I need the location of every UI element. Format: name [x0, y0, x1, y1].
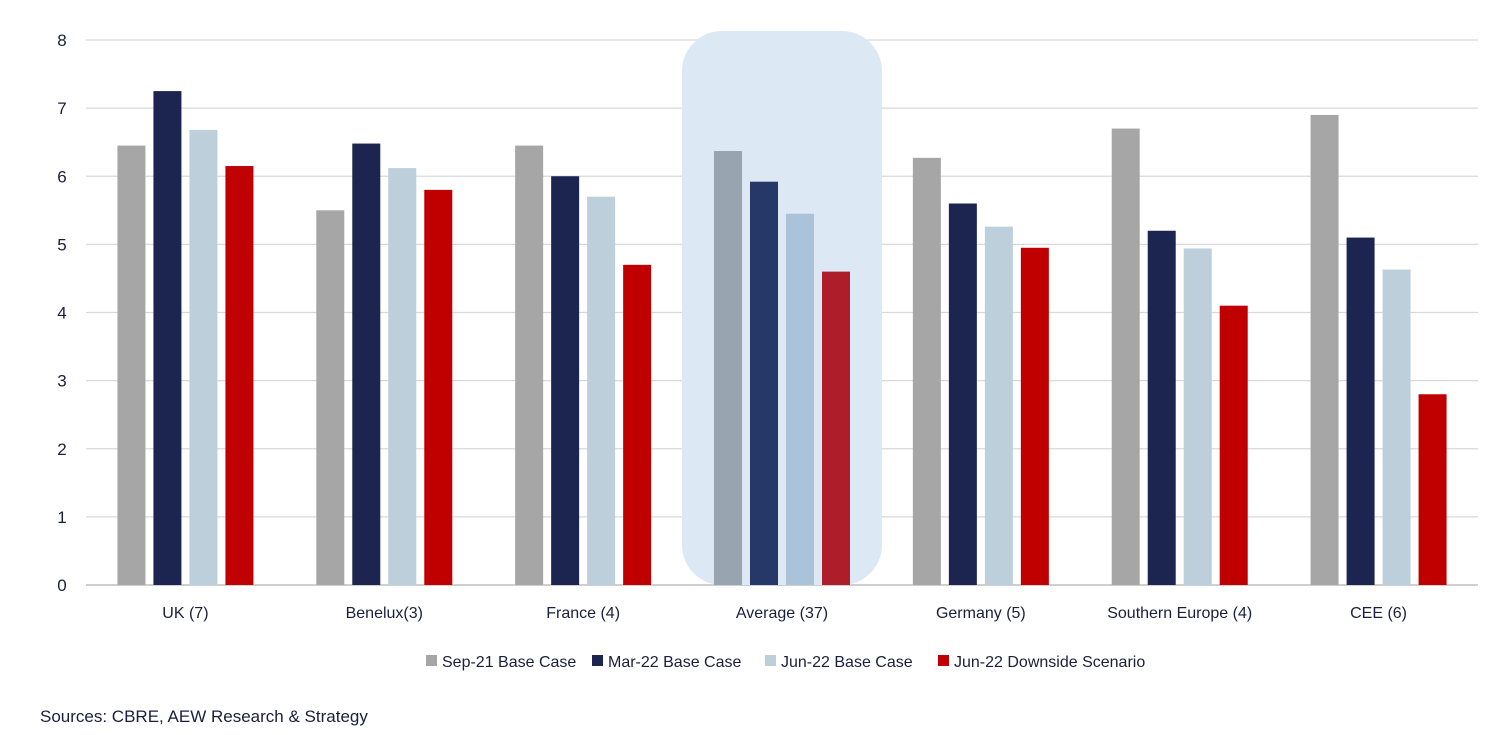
- highlight-layer: [682, 31, 882, 585]
- x-tick-label: UK (7): [162, 605, 208, 622]
- legend-swatch: [592, 655, 603, 666]
- bar: [1310, 114, 1339, 585]
- bar: [153, 91, 182, 585]
- bar: [352, 143, 381, 586]
- legend-swatch: [938, 655, 949, 666]
- bar: [1147, 230, 1176, 585]
- legend-swatch: [426, 655, 437, 666]
- y-tick-label: 3: [57, 372, 66, 391]
- bar: [424, 189, 453, 585]
- source-note: Sources: CBRE, AEW Research & Strategy: [40, 707, 368, 726]
- y-tick-label: 2: [57, 440, 66, 459]
- x-tick-label: Southern Europe (4): [1107, 605, 1252, 622]
- bar: [1219, 305, 1248, 585]
- bar: [1111, 128, 1140, 585]
- bar: [388, 168, 417, 585]
- legend: Sep-21 Base Case Mar-22 Base Case Jun-22 B…: [426, 654, 1145, 671]
- y-tick-label: 7: [57, 99, 66, 118]
- legend-label: Jun-22 Base Case: [781, 654, 913, 671]
- bar: [786, 213, 814, 585]
- bar: [1183, 248, 1212, 585]
- bars-layer: [117, 91, 1447, 586]
- legend-label: Sep-21 Base Case: [442, 654, 576, 671]
- x-tick-label: Germany (5): [936, 605, 1026, 622]
- bar: [189, 129, 218, 586]
- bar: [316, 210, 345, 585]
- x-tick-label: CEE (6): [1350, 605, 1407, 622]
- bar: [822, 271, 850, 585]
- bar: [984, 226, 1013, 585]
- legend-swatch: [765, 655, 776, 666]
- y-tick-label: 1: [57, 508, 66, 527]
- y-tick-label: 8: [57, 31, 66, 50]
- y-tick-label: 6: [57, 167, 66, 186]
- highlight-box: [682, 31, 882, 585]
- bar: [551, 176, 580, 585]
- bar: [1418, 394, 1447, 585]
- x-tick-label: Benelux(3): [346, 605, 423, 622]
- legend-label: Jun-22 Downside Scenario: [954, 654, 1145, 671]
- bar: [912, 157, 941, 585]
- axis-layer: 0 1 2 3 4 5 6 7 8 UK (7) Benelux(3) France (4) Avera…: [57, 31, 1407, 622]
- bar: [117, 145, 146, 585]
- x-tick-label: Average (37): [736, 605, 828, 622]
- bar: [225, 166, 254, 585]
- bar: [587, 196, 616, 585]
- y-tick-label: 4: [57, 304, 66, 323]
- legend-label: Mar-22 Base Case: [608, 654, 741, 671]
- bar: [1382, 269, 1411, 585]
- bar: [948, 203, 977, 585]
- bar: [515, 145, 544, 585]
- bar: [714, 151, 742, 585]
- bar: [623, 264, 652, 585]
- y-tick-label: 0: [57, 576, 66, 595]
- y-tick-label: 5: [57, 235, 66, 254]
- x-tick-label: France (4): [546, 605, 620, 622]
- bar: [750, 181, 778, 585]
- bar: [1020, 247, 1049, 585]
- bar: [1346, 237, 1375, 585]
